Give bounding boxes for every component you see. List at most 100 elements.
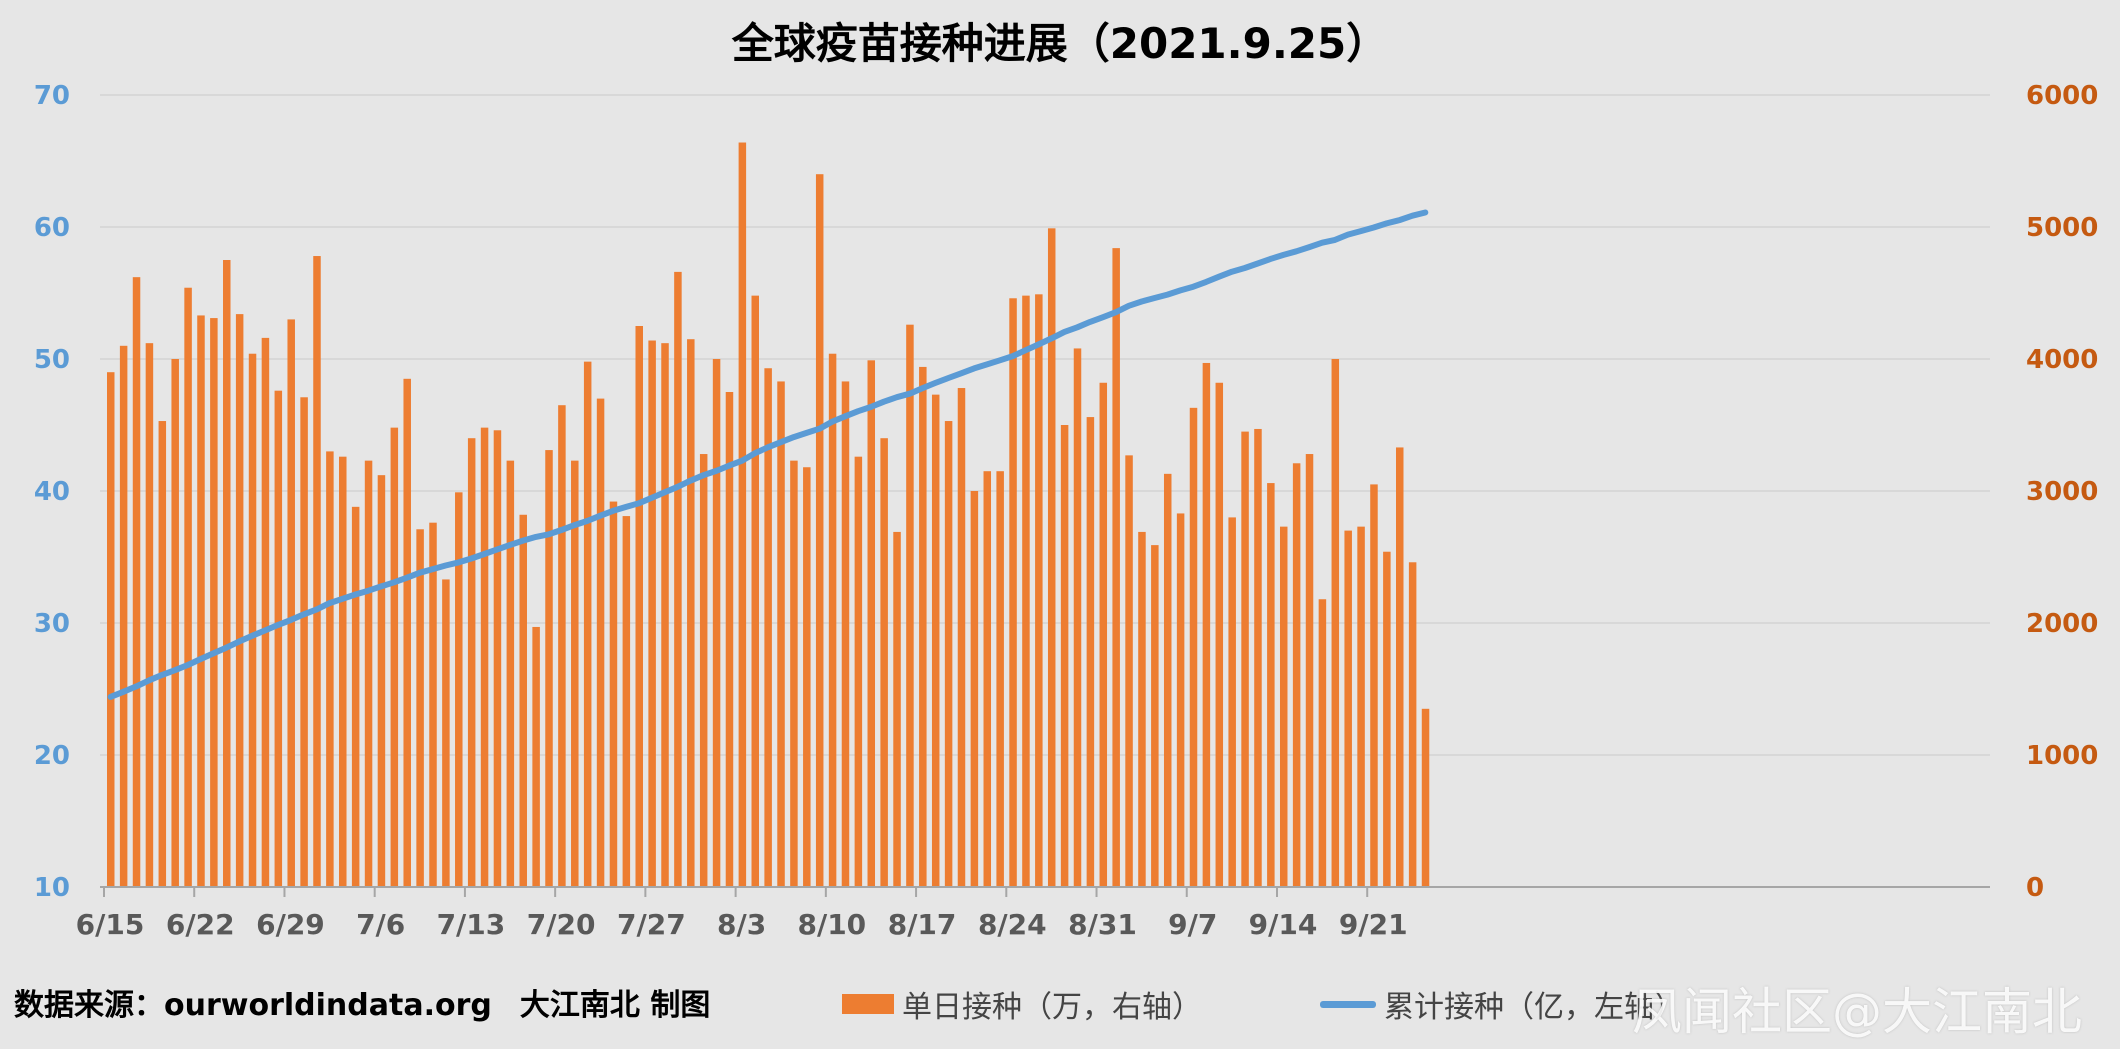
bar-daily [145, 343, 154, 887]
bar-daily [1279, 526, 1288, 887]
source-text: 数据来源：ourworldindata.org [14, 988, 492, 1023]
bar-daily [235, 314, 244, 887]
bar-daily [854, 456, 863, 887]
bar-daily [1292, 463, 1301, 887]
right-tick-label: 4000 [2026, 345, 2098, 375]
bar-daily [506, 460, 515, 887]
bar-daily [583, 361, 592, 887]
x-tick-label: 8/17 [888, 908, 957, 941]
bar-daily [493, 430, 502, 887]
bar-daily [184, 287, 192, 888]
bar-daily [1267, 483, 1275, 887]
maker-credit: 大江南北 制图 [519, 988, 711, 1023]
bar-daily [1370, 484, 1378, 887]
x-tick-label: 8/3 [717, 908, 766, 941]
bar-daily [1228, 517, 1236, 887]
bar-daily [429, 522, 437, 887]
bar-daily [957, 388, 966, 887]
bar-daily [596, 398, 605, 887]
bar-daily [158, 421, 167, 887]
x-tick-label: 8/31 [1068, 908, 1137, 941]
watermark-text: 凤闻社区@大江南北 [1632, 983, 2082, 1041]
bar-daily [725, 392, 734, 887]
bar-daily [1254, 428, 1262, 887]
x-tick-label: 7/20 [527, 908, 596, 941]
bar-daily [996, 471, 1004, 887]
left-tick-label: 10 [34, 873, 70, 903]
bar-daily [287, 319, 295, 887]
bar-daily [867, 360, 876, 887]
right-tick-label: 5000 [2026, 213, 2098, 243]
left-tick-label: 70 [34, 81, 70, 111]
bar-daily [687, 339, 695, 887]
right-axis-ticks: 0 1000 2000 3000 4000 5000 6000 [2026, 81, 2098, 903]
right-tick-label: 1000 [2026, 741, 2098, 771]
bar-daily [1383, 551, 1391, 887]
bar-daily [1331, 359, 1340, 887]
bar-daily [132, 277, 141, 887]
bar-daily [648, 340, 656, 887]
x-tick-label: 9/21 [1339, 908, 1408, 941]
bar-daily [532, 626, 540, 887]
bar-daily [1035, 294, 1043, 887]
bar-daily [248, 353, 257, 888]
bar-series-daily [107, 142, 1430, 888]
bar-daily [803, 467, 811, 887]
bar-daily [261, 337, 270, 887]
x-tick-label: 9/7 [1168, 908, 1217, 941]
bar-daily [390, 427, 399, 887]
bar-daily [1099, 382, 1108, 887]
right-tick-label: 2000 [2026, 609, 2098, 639]
bar-daily [699, 454, 708, 887]
bar-daily [1022, 295, 1030, 887]
left-tick-label: 60 [34, 213, 70, 243]
bar-daily [1344, 530, 1352, 887]
bar-daily [970, 491, 979, 887]
bar-daily [1396, 447, 1404, 887]
bar-daily [442, 579, 450, 887]
bar-daily [274, 390, 283, 887]
bar-daily [1163, 473, 1172, 887]
bar-daily [1009, 298, 1017, 887]
legend-swatch-line [1320, 1000, 1376, 1008]
right-tick-label: 0 [2026, 873, 2044, 903]
bar-daily [171, 359, 179, 887]
bar-daily [609, 501, 618, 887]
bar-daily [1073, 348, 1082, 887]
bar-daily [983, 471, 992, 887]
bar-daily [1202, 362, 1211, 888]
bar-daily [545, 450, 553, 887]
bar-daily [712, 359, 721, 887]
chart-title: 全球疫苗接种进展（2021.9.25） [731, 19, 1389, 68]
x-tick-label: 6/22 [166, 908, 235, 941]
bar-daily [815, 174, 824, 887]
bar-daily [919, 366, 927, 887]
bar-daily [377, 475, 386, 887]
bar-daily [558, 405, 566, 887]
bar-daily [467, 438, 476, 887]
right-tick-label: 6000 [2026, 81, 2098, 111]
bar-daily [777, 381, 785, 887]
bar-daily [403, 378, 411, 887]
legend-label-daily: 单日接种（万，右轴） [902, 990, 1202, 1025]
bar-daily [313, 256, 321, 887]
bar-daily [841, 381, 850, 887]
bar-daily [944, 421, 953, 887]
legend-item-daily: 单日接种（万，右轴） [842, 982, 1202, 1026]
bar-daily [300, 397, 308, 887]
bar-daily [931, 394, 940, 887]
bar-daily [455, 492, 463, 887]
right-tick-label: 3000 [2026, 477, 2098, 507]
bar-daily [1241, 431, 1249, 887]
bar-daily [480, 427, 489, 887]
bar-daily [519, 514, 527, 887]
left-axis-ticks: 10 20 30 40 50 60 70 [34, 81, 70, 903]
bar-daily [1138, 531, 1146, 887]
bar-daily [1060, 425, 1069, 887]
bar-daily [1357, 526, 1365, 887]
bar-daily [1215, 382, 1224, 887]
left-tick-label: 30 [34, 609, 70, 639]
bar-daily [339, 456, 347, 887]
bar-daily [893, 531, 901, 887]
